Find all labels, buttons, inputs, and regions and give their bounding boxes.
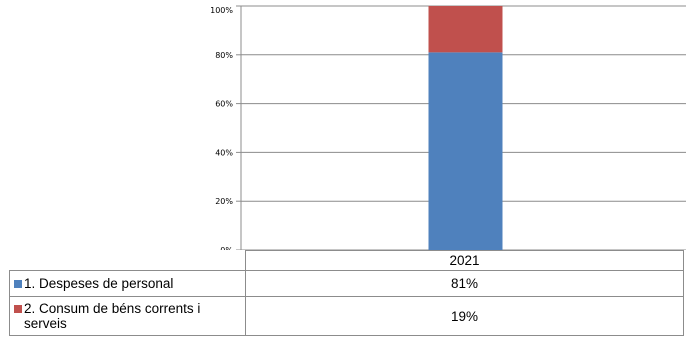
legend-label: 2. Consum de béns corrents i serveis <box>24 301 201 331</box>
data-label: 19% <box>245 296 684 336</box>
table-row: 1. Despeses de personal 81% <box>9 270 684 297</box>
y-tick-label: 40% <box>215 148 233 157</box>
y-tick-label: 20% <box>215 197 233 206</box>
y-tick-label: 60% <box>215 100 233 109</box>
chart: 0% 20% 40% 60% 80% 100% <box>210 5 686 250</box>
table-corner <box>9 250 246 271</box>
legend-swatch-personal <box>14 280 22 288</box>
y-tick-label: 100% <box>210 6 233 15</box>
data-label: 81% <box>245 270 684 297</box>
y-tick-label: 0% <box>220 246 233 250</box>
legend-entry-bens-serveis: 2. Consum de béns corrents i serveis <box>9 296 246 336</box>
bar-segment-2 <box>428 6 503 53</box>
bars <box>428 6 503 250</box>
data-table: 2021 1. Despeses de personal 81% 2. Cons… <box>9 250 684 336</box>
y-tick-label: 80% <box>215 51 233 60</box>
table-header-row: 2021 <box>9 250 684 271</box>
y-axis-ticks: 0% 20% 40% 60% 80% 100% <box>210 5 241 250</box>
legend-swatch-bens-serveis <box>14 305 22 313</box>
legend-entry-personal: 1. Despeses de personal <box>9 270 246 297</box>
category-label: 2021 <box>245 250 684 271</box>
bar-segment-1 <box>428 52 503 250</box>
table-row: 2. Consum de béns corrents i serveis 19% <box>9 296 684 336</box>
legend-label: 1. Despeses de personal <box>24 276 174 291</box>
